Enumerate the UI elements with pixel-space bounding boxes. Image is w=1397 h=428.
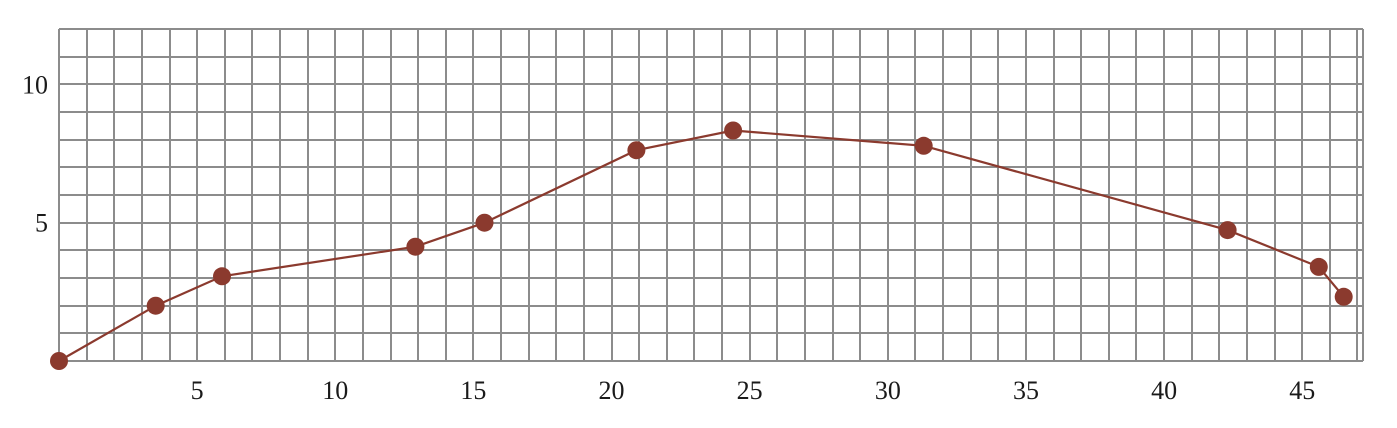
data-point <box>406 237 425 256</box>
grid <box>58 28 1364 362</box>
series-layer <box>50 121 1353 370</box>
tick-labels: 5 10 15 20 25 30 35 40 45 5 10 <box>22 70 1315 405</box>
x-tick-label: 45 <box>1289 376 1315 405</box>
y-tick-label: 10 <box>22 70 48 99</box>
data-point <box>475 213 494 232</box>
data-points <box>50 121 1353 370</box>
x-tick-label: 15 <box>460 376 486 405</box>
data-point <box>724 121 743 140</box>
y-tick-label: 5 <box>35 209 48 238</box>
data-point <box>50 352 68 370</box>
x-tick-label: 5 <box>191 376 204 405</box>
data-point <box>213 267 231 286</box>
x-tick-label: 25 <box>737 376 763 405</box>
data-point <box>914 136 933 155</box>
x-tick-label: 30 <box>875 376 901 405</box>
data-point <box>1218 221 1237 240</box>
data-point <box>146 296 165 315</box>
data-point <box>1334 287 1353 306</box>
x-tick-label: 10 <box>322 376 348 405</box>
x-tick-label: 35 <box>1013 376 1039 405</box>
data-point <box>627 141 646 160</box>
x-tick-label: 20 <box>599 376 625 405</box>
x-tick-label: 40 <box>1151 376 1177 405</box>
data-point <box>1309 257 1328 276</box>
